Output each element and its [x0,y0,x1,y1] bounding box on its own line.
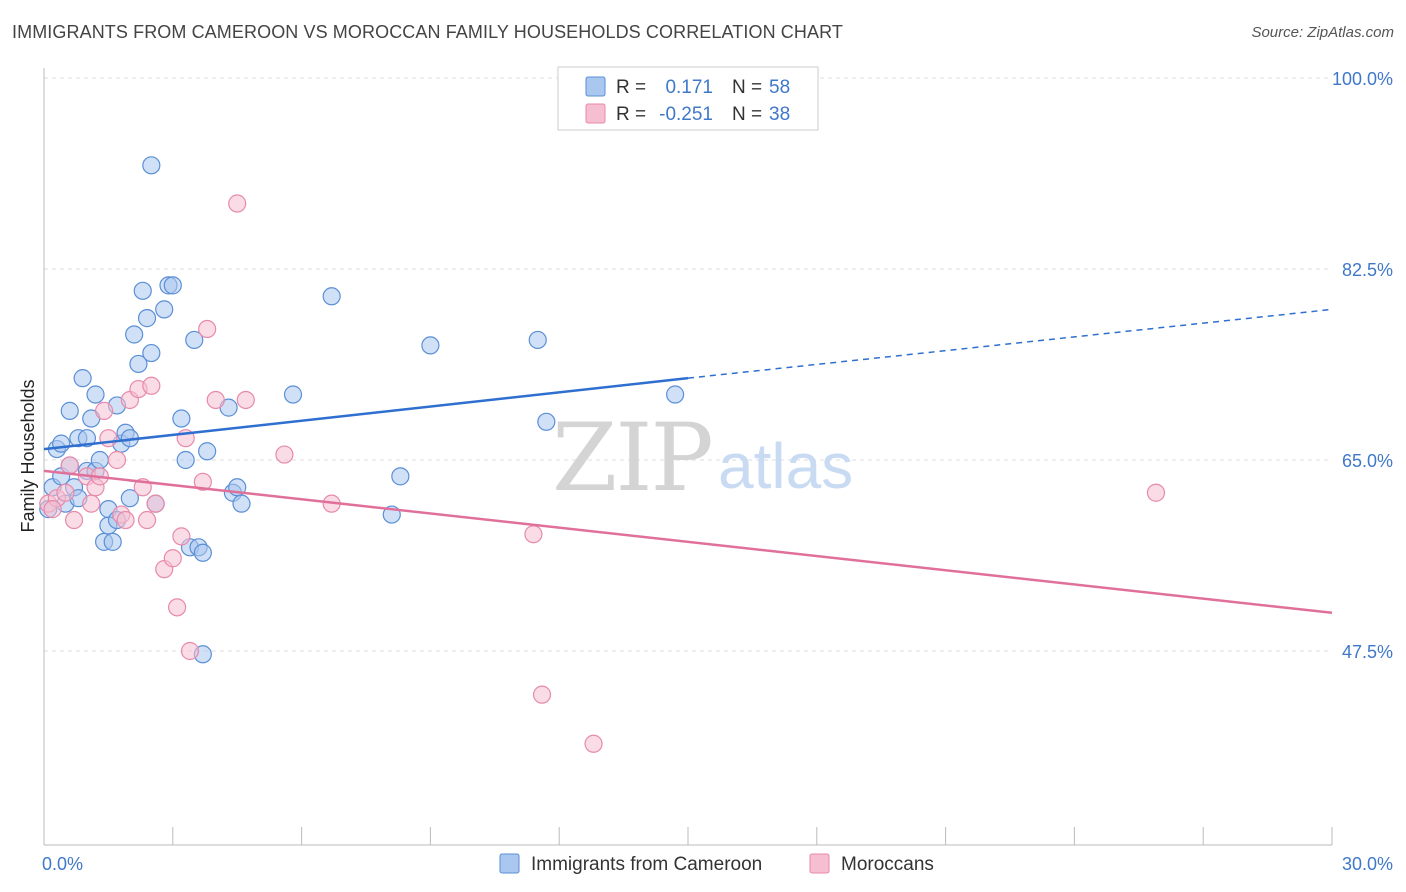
cameroon-point-55 [528,330,547,350]
bottom-legend-label-cameroon: Immigrants from Cameroon [531,854,762,875]
legend-n-label-2: N = [732,104,762,125]
moroccan-point-13 [116,510,135,530]
cameroon-point-37 [163,276,182,295]
legend-r-value-1: 0.171 [665,77,713,98]
cameroon-point-21 [103,532,122,551]
legend-r-label-1: R = [616,77,646,98]
legend-n-value-2: 38 [769,104,790,125]
cameroon-point-30 [133,281,152,300]
moroccan-point-6 [82,494,101,513]
moroccan-point-27 [198,319,217,339]
moroccan-point-23 [172,527,191,546]
cameroon-point-28 [125,325,144,344]
moroccan-point-33 [524,525,543,544]
moroccan-point-3 [60,456,79,475]
watermark-atlas: atlas [718,430,853,502]
cameroon-point-27 [120,489,139,508]
cameroon-point-45 [198,442,217,461]
cameroon-point-53 [391,467,410,486]
moroccan-trend-line [43,469,1333,615]
moroccan-point-36 [1146,483,1166,502]
bottom-legend-swatch-cameroon [499,853,520,874]
cameroon-point-33 [142,156,161,175]
moroccan-point-18 [142,376,161,395]
cameroon-trend-line [43,376,689,451]
bottom-legend-label-moroccans: Moroccans [841,854,934,875]
cameroon-point-32 [142,343,161,363]
correlation-legend: R = 0.171 N = 58 R = -0.251 N = 38 [557,66,819,131]
watermark-zip: ZIP [552,404,712,513]
legend-r-value-2: -0.251 [659,104,713,125]
moroccan-point-37 [43,500,62,519]
cameroon-point-57 [666,385,685,404]
axes [43,68,1333,846]
cameroon-point-49 [232,494,251,513]
moroccan-point-29 [228,194,247,213]
trend-lines [43,308,1333,615]
cameroon-point-39 [176,450,195,470]
y-tick-label-3: 100.0% [1332,69,1393,89]
cameroon-point-6 [60,401,79,420]
cameroon-point-35 [155,300,174,319]
grid-lines [44,77,1332,652]
cameroon-point-41 [185,330,204,350]
cameroon-point-11 [73,369,92,388]
moroccan-point-25 [180,641,200,661]
cameroon-point-43 [193,543,212,562]
cameroon-point-13 [77,429,97,448]
x-tick-labels: 0.0% 30.0% [42,854,1393,874]
x-tick-label-min: 0.0% [42,854,83,874]
moroccan-point-28 [206,390,225,410]
legend-swatch-pink [585,103,606,124]
cameroon-point-56 [537,412,556,431]
moroccan-point-21 [163,549,182,568]
moroccan-point-22 [167,598,187,617]
x-tick-label-max: 30.0% [1342,854,1393,874]
cameroon-point-50 [283,385,303,404]
bottom-legend-swatch-moroccans [809,853,830,874]
y-tick-label-2: 82.5% [1342,260,1393,280]
legend-r-label-2: R = [616,104,646,125]
legend-n-label-1: N = [732,77,762,98]
source-label: Source: ZipAtlas.com [1251,24,1394,41]
moroccan-point-35 [584,734,603,753]
moroccan-point-2 [56,483,75,502]
cameroon-point-16 [86,385,105,404]
moroccan-point-10 [99,429,118,448]
legend-swatch-blue [585,76,606,97]
moroccan-point-4 [64,510,84,530]
cameroon-trend-extension [687,308,1333,379]
watermark: ZIP atlas [552,404,853,513]
moroccan-point-11 [107,450,127,470]
moroccan-point-19 [146,494,165,513]
cameroon-point-38 [172,409,191,428]
chart-title: IMMIGRANTS FROM CAMEROON VS MOROCCAN FAM… [12,22,843,42]
y-tick-label-1: 65.0% [1342,451,1393,471]
cameroon-point-4 [52,434,71,453]
cameroon-point-31 [137,309,157,328]
cameroon-point-17 [90,450,109,470]
cameroon-point-54 [421,336,440,355]
moroccan-point-31 [275,445,294,464]
moroccan-point-9 [95,401,114,420]
y-axis-title: Family Households [18,379,38,532]
moroccan-point-17 [137,510,157,530]
cameroon-point-51 [322,287,341,306]
moroccan-point-26 [193,472,212,491]
y-tick-labels: 47.5% 65.0% 82.5% 100.0% [1332,69,1393,662]
y-tick-label-0: 47.5% [1342,642,1393,662]
moroccan-point-30 [236,390,255,410]
cameroon-point-29 [129,354,148,374]
legend-n-value-1: 58 [769,77,790,98]
series-legend: Immigrants from Cameroon Moroccans [499,853,934,875]
moroccan-point-34 [532,685,552,704]
